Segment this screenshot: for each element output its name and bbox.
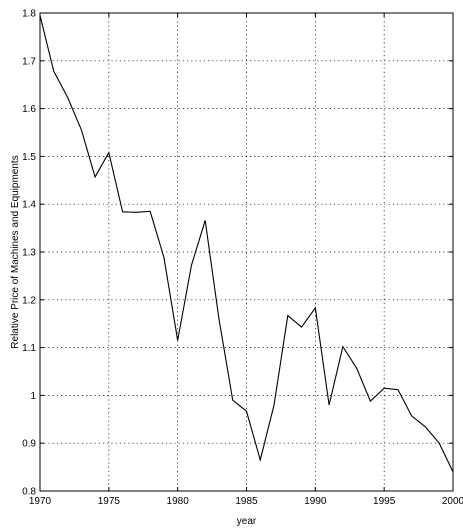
y-tick-label: 1.7	[22, 56, 36, 67]
x-tick-label: 2000	[442, 496, 463, 507]
y-tick-label: 1.5	[22, 152, 36, 163]
y-tick-label: 1.2	[22, 295, 36, 306]
x-tick-label: 1970	[29, 496, 52, 507]
x-axis-label: year	[237, 516, 257, 527]
x-axis-ticks: 1970 1975 1980 1985 1990 1995 2000	[29, 13, 463, 507]
y-tick-label: 1.4	[22, 200, 36, 211]
x-tick-label: 1990	[304, 496, 327, 507]
y-tick-label: 0.8	[22, 487, 36, 498]
y-tick-label: 1.1	[22, 343, 36, 354]
x-tick-label: 1995	[373, 496, 396, 507]
y-tick-label: 0.9	[22, 439, 36, 450]
price-series-line	[39, 15, 454, 473]
grid	[40, 13, 453, 491]
x-tick-label: 1985	[235, 496, 258, 507]
y-axis-label: Relative Price of Machines and Equipment…	[10, 155, 21, 348]
y-axis-ticks: 0.8 0.9 1 1.1 1.2 1.3 1.4 1.5 1.6 1.7 1.8	[22, 9, 453, 498]
x-tick-label: 1980	[167, 496, 190, 507]
y-tick-label: 1.8	[22, 9, 36, 20]
x-tick-label: 1975	[98, 496, 121, 507]
y-tick-label: 1.3	[22, 248, 36, 259]
y-tick-label: 1	[30, 391, 36, 402]
y-tick-label: 1.6	[22, 104, 36, 115]
